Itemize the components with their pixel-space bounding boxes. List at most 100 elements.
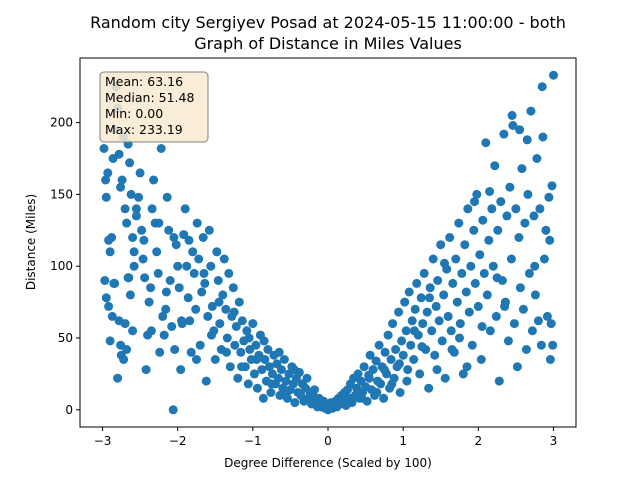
scatter-point	[478, 215, 488, 225]
scatter-point	[128, 326, 138, 336]
x-tick-label: −2	[169, 434, 187, 448]
scatter-point	[188, 247, 198, 257]
scatter-point	[454, 218, 464, 228]
scatter-point	[126, 189, 136, 199]
scatter-point	[412, 278, 422, 288]
scatter-point	[546, 319, 556, 329]
scatter-point	[201, 376, 211, 386]
scatter-point	[509, 319, 519, 329]
scatter-point	[517, 164, 527, 174]
scatter-point	[116, 350, 126, 360]
scatter-point	[105, 336, 115, 346]
scatter-point	[257, 365, 267, 375]
scatter-point	[192, 355, 201, 364]
scatter-point	[409, 355, 419, 364]
scatter-point	[419, 268, 429, 278]
scatter-point	[184, 235, 194, 245]
scatter-point	[139, 235, 149, 245]
scatter-point	[353, 369, 363, 379]
scatter-point	[192, 218, 202, 228]
scatter-point	[500, 301, 510, 311]
scatter-point	[237, 362, 247, 372]
x-axis-ticks: −3 −2 −1 0 1 2 3	[94, 427, 557, 448]
scatter-point	[214, 297, 224, 307]
scatter-point	[530, 261, 540, 271]
y-tick-label: 200	[50, 116, 73, 130]
scatter-point	[461, 287, 471, 297]
stats-median: Median: 51.48	[105, 90, 194, 105]
scatter-point	[129, 247, 139, 257]
scatter-point	[266, 388, 276, 397]
scatter-point	[520, 218, 530, 228]
scatter-point	[406, 340, 416, 350]
scatter-point	[249, 369, 259, 379]
scatter-point	[430, 350, 440, 360]
scatter-point	[445, 233, 455, 242]
scatter-point	[197, 287, 207, 297]
scatter-point	[260, 355, 270, 364]
scatter-point	[380, 347, 390, 357]
scatter-point	[259, 336, 269, 346]
scatter-point	[161, 287, 171, 297]
scatter-point	[131, 211, 141, 221]
scatter-point	[514, 233, 524, 242]
scatter-point	[125, 290, 135, 300]
scatter-point	[511, 204, 521, 214]
scatter-point	[394, 359, 404, 369]
scatter-point	[281, 376, 291, 386]
scatter-point	[275, 390, 285, 400]
scatter-point	[153, 268, 163, 278]
scatter-point	[206, 261, 216, 271]
scatter-point	[548, 340, 558, 350]
x-tick-label: −3	[94, 434, 112, 448]
scatter-points	[99, 70, 558, 415]
scatter-point	[176, 365, 186, 375]
scatter-point	[544, 192, 554, 202]
y-tick-label: 150	[50, 187, 73, 201]
scatter-point	[152, 247, 162, 257]
scatter-point	[228, 283, 238, 293]
scatter-point	[493, 225, 503, 235]
scatter-point	[482, 290, 492, 300]
scatter-point	[237, 316, 247, 326]
scatter-point	[279, 355, 289, 364]
scatter-point	[398, 350, 408, 360]
scatter-point	[194, 254, 204, 264]
scatter-point	[475, 250, 485, 260]
scatter-point	[386, 355, 396, 364]
scatter-point	[170, 345, 180, 354]
scatter-point	[224, 268, 234, 278]
scatter-point	[424, 383, 434, 393]
y-tick-label: 50	[58, 331, 73, 345]
scatter-point	[274, 347, 284, 357]
scatter-point	[242, 326, 252, 336]
x-tick-label: −1	[244, 434, 262, 448]
scatter-point	[402, 376, 412, 386]
x-tick-label: 2	[474, 434, 482, 448]
scatter-point	[395, 388, 405, 397]
scatter-point	[198, 233, 208, 242]
scatter-point	[507, 110, 517, 120]
scatter-point	[276, 365, 286, 375]
scatter-point	[168, 405, 178, 415]
scatter-point	[485, 187, 495, 196]
scatter-point	[218, 290, 228, 300]
scatter-point	[415, 369, 425, 379]
scatter-point	[409, 326, 419, 336]
scatter-point	[210, 355, 220, 364]
scatter-point	[162, 192, 172, 202]
scatter-point	[219, 254, 229, 264]
scatter-point	[434, 316, 444, 326]
scatter-point	[146, 326, 156, 336]
scatter-point	[533, 316, 543, 326]
y-axis-label: Distance (Miles)	[24, 194, 38, 290]
scatter-point	[233, 373, 243, 383]
scatter-point	[231, 322, 241, 331]
scatter-point	[484, 235, 494, 245]
scatter-point	[372, 388, 382, 397]
scatter-point	[290, 398, 300, 408]
scatter-point	[101, 192, 111, 202]
scatter-point	[167, 322, 177, 331]
scatter-point	[138, 254, 148, 264]
scatter-point	[506, 254, 516, 264]
